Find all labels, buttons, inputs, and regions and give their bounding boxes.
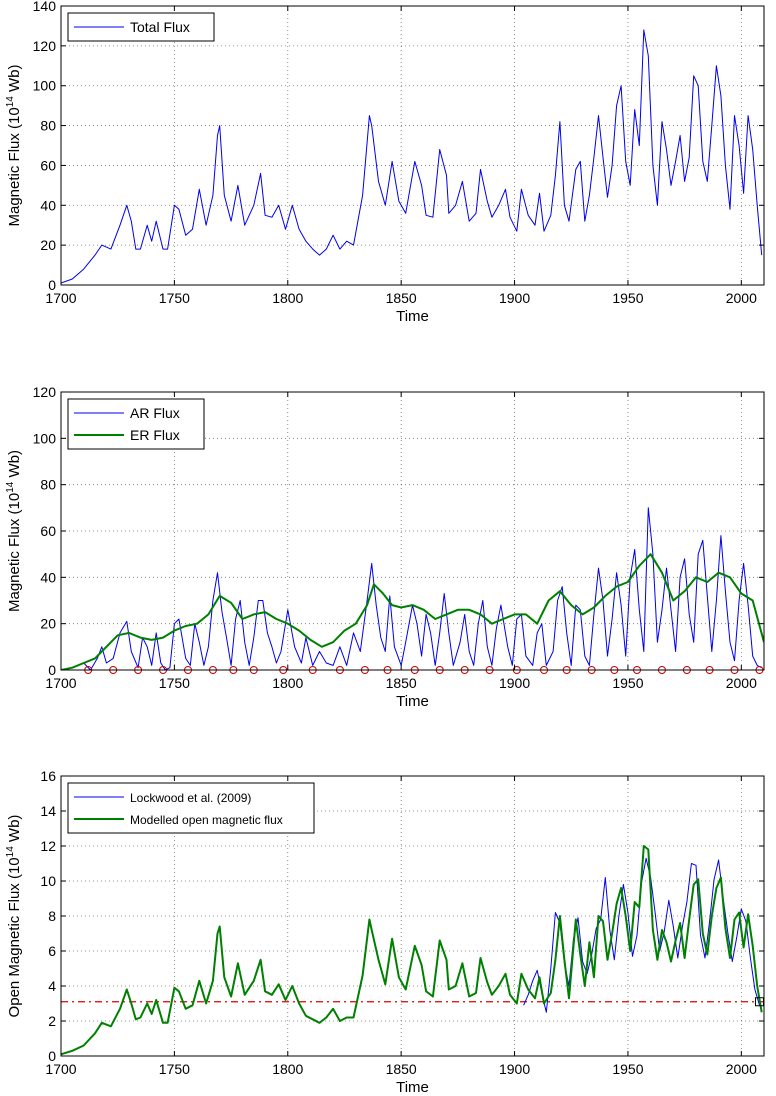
chart-top: 1700 1750 1800 1850 1900 1950 2000 0 20 40 60 80 100… — [5, 0, 765, 325]
axes-frame — [60, 5, 765, 286]
y-tick-label: 0 — [48, 662, 56, 678]
legend-label: AR Flux — [130, 405, 180, 421]
x-axis-label: Time — [396, 308, 429, 325]
legend-label: Lockwood et al. (2009) — [130, 791, 251, 805]
x-tick-label: 1750 — [159, 1061, 190, 1077]
x-tick-label: 1900 — [499, 675, 530, 691]
plot-area — [61, 6, 764, 285]
x-tick-label: 1900 — [499, 1061, 530, 1077]
x-tick-label: 1950 — [612, 290, 643, 306]
x-tick-label: 1750 — [159, 290, 190, 306]
x-tick-label: 1700 — [45, 675, 76, 691]
x-tick-label: 2000 — [726, 290, 757, 306]
series-line-modelled-open-magnetic-flux — [61, 845, 763, 1056]
x-tick-label: 2000 — [726, 675, 757, 691]
y-tick-label: 8 — [48, 908, 56, 924]
y-tick-label: 16 — [40, 768, 56, 784]
x-tick-label: 1900 — [499, 290, 530, 306]
y-tick-label: 4 — [48, 978, 56, 994]
y-tick-label: 0 — [48, 277, 56, 293]
y-tick-label: 100 — [33, 430, 57, 446]
legend-box — [67, 398, 205, 450]
y-tick-label: 60 — [40, 523, 56, 539]
chart-bottom: 1700 1750 1800 1850 1900 1950 2000 0 2 4 6 8 10 12 14 1… — [5, 768, 765, 1096]
y-axis-label: Open Magnetic Flux (1014 Wb) — [5, 815, 23, 1018]
y-tick-label: 120 — [33, 384, 57, 400]
x-tick-label: 1700 — [45, 290, 76, 306]
series-group — [61, 29, 763, 284]
y-tick-label: 60 — [40, 157, 56, 173]
series-group — [61, 507, 764, 670]
x-axis-label: Time — [396, 1079, 429, 1096]
legend-label: ER Flux — [130, 427, 180, 443]
y-tick-label: 10 — [40, 873, 56, 889]
y-tick-label: 120 — [33, 38, 57, 54]
legend-box — [67, 782, 315, 834]
x-tick-label: 1850 — [386, 290, 417, 306]
series-line-total-flux — [61, 29, 763, 284]
series-group — [61, 845, 763, 1056]
x-tick-label: 1750 — [159, 675, 190, 691]
series-line-ar-flux — [61, 507, 762, 670]
x-tick-label: 1800 — [272, 1061, 303, 1077]
x-tick-label: 1850 — [386, 675, 417, 691]
x-tick-label: 1950 — [612, 1061, 643, 1077]
y-tick-label: 20 — [40, 237, 56, 253]
x-tick-label: 2000 — [726, 1061, 757, 1077]
y-tick-label: 40 — [40, 197, 56, 213]
y-tick-label: 12 — [40, 838, 56, 854]
x-tick-label: 1950 — [612, 675, 643, 691]
y-axis-label: Magnetic Flux (1014 Wb) — [5, 450, 23, 612]
y-tick-label: 0 — [48, 1048, 56, 1064]
square-marker — [754, 997, 764, 1007]
y-tick-label: 14 — [40, 803, 56, 819]
x-tick-label: 1700 — [45, 1061, 76, 1077]
x-tick-label: 1800 — [272, 290, 303, 306]
y-tick-label: 40 — [40, 569, 56, 585]
chart-middle: 1700 1750 1800 1850 1900 1950 2000 0 20 40 60 80 100… — [5, 384, 765, 710]
x-tick-label: 1850 — [386, 1061, 417, 1077]
series-line-er-flux — [61, 553, 764, 670]
y-axis-label: Magnetic Flux (1014 Wb) — [5, 64, 23, 226]
x-tick-label: 1800 — [272, 675, 303, 691]
legend-label: Total Flux — [130, 19, 190, 35]
y-tick-label: 140 — [33, 0, 57, 14]
x-axis-label: Time — [396, 693, 429, 710]
y-tick-label: 6 — [48, 943, 56, 959]
y-tick-label: 80 — [40, 477, 56, 493]
y-tick-label: 2 — [48, 1013, 56, 1029]
y-tick-label: 100 — [33, 78, 57, 94]
y-tick-label: 80 — [40, 118, 56, 134]
legend-label: Modelled open magnetic flux — [130, 813, 283, 827]
y-tick-label: 20 — [40, 616, 56, 632]
